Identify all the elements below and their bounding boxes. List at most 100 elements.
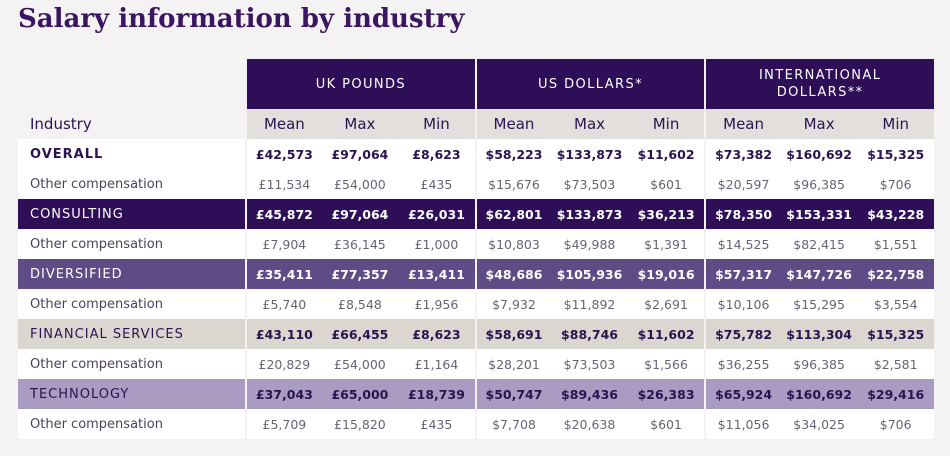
table-cell: £36,145 [321, 229, 399, 259]
table-cell: £5,709 [245, 409, 322, 439]
table-cell: $7,932 [474, 289, 552, 319]
industry-row: CONSULTING £45,872 £97,064 £26,031 $62,801 $1… [18, 199, 934, 229]
table-cell: $62,801 [474, 199, 552, 229]
table-cell: $58,691 [474, 319, 552, 349]
table-cell: $65,924 [704, 379, 781, 409]
currency-header-us-dollars: US DOLLARS* [474, 59, 705, 109]
currency-header-label: INTERNATIONAL DOLLARS** [758, 68, 882, 100]
table-cell: $89,436 [551, 379, 628, 409]
table-cell: $19,016 [627, 259, 705, 289]
table-cell: $113,304 [780, 319, 858, 349]
table-cell: £97,064 [321, 139, 399, 169]
table-cell: $15,295 [780, 289, 858, 319]
table-cell: $36,255 [704, 349, 781, 379]
table-cell: $78,350 [704, 199, 781, 229]
table-cell: £26,031 [398, 199, 475, 229]
row-label: FINANCIAL SERVICES [18, 319, 246, 349]
table-cell: £1,164 [398, 349, 475, 379]
table-cell: $10,106 [704, 289, 781, 319]
table-cell: £35,411 [245, 259, 322, 289]
other-compensation-row: Other compensation £20,829 £54,000 £1,164 $2… [18, 349, 934, 379]
table-cell: $43,228 [857, 199, 934, 229]
industry-row: TECHNOLOGY £37,043 £65,000 £18,739 $50,747 $8… [18, 379, 934, 409]
industry-row: OVERALL £42,573 £97,064 £8,623 $58,223 $133,8… [18, 139, 934, 169]
row-label: Other compensation [18, 229, 246, 259]
table-cell: $20,638 [551, 409, 628, 439]
table-cell: $11,892 [551, 289, 628, 319]
table-cell: $133,873 [551, 139, 628, 169]
table-cell: £7,904 [245, 229, 322, 259]
table-cell: £15,820 [321, 409, 399, 439]
table-cell: $20,597 [704, 169, 781, 199]
table-cell: $601 [627, 409, 705, 439]
table-cell: $15,676 [474, 169, 552, 199]
row-label: Other compensation [18, 349, 246, 379]
table-cell: $1,551 [857, 229, 934, 259]
table-cell: $11,602 [627, 139, 705, 169]
stat-header: Min [398, 109, 475, 139]
stat-header: Mean [474, 109, 552, 139]
table-cell: £65,000 [321, 379, 399, 409]
table-cell: $82,415 [780, 229, 858, 259]
table-cell: £54,000 [321, 349, 399, 379]
table-cell: $11,602 [627, 319, 705, 349]
currency-header-row: UK POUNDS US DOLLARS* INTERNATIONAL DOLL… [18, 59, 934, 109]
table-cell: $88,746 [551, 319, 628, 349]
row-label: Other compensation [18, 289, 246, 319]
stat-header: Max [780, 109, 858, 139]
table-cell: $96,385 [780, 349, 858, 379]
table-cell: $153,331 [780, 199, 858, 229]
table-cell: $3,554 [857, 289, 934, 319]
table-cell: $15,325 [857, 139, 934, 169]
table-cell: $706 [857, 409, 934, 439]
stat-header: Max [321, 109, 399, 139]
row-label: TECHNOLOGY [18, 379, 246, 409]
stat-header: Mean [704, 109, 781, 139]
table-cell: £43,110 [245, 319, 322, 349]
row-label: CONSULTING [18, 199, 246, 229]
table-cell: $11,056 [704, 409, 781, 439]
table-cell: £1,956 [398, 289, 475, 319]
header-blank-cell [18, 59, 245, 109]
table-cell: £13,411 [398, 259, 475, 289]
table-cell: $73,382 [704, 139, 781, 169]
industry-column-header: Industry [30, 115, 92, 133]
row-label: DIVERSIFIED [18, 259, 246, 289]
table-cell: $73,503 [551, 349, 628, 379]
table-cell: $1,391 [627, 229, 705, 259]
table-cell: £18,739 [398, 379, 475, 409]
table-cell: $73,503 [551, 169, 628, 199]
table-cell: £20,829 [245, 349, 322, 379]
table-cell: $133,873 [551, 199, 628, 229]
table-cell: £8,623 [398, 139, 475, 169]
table-cell: $50,747 [474, 379, 552, 409]
currency-header-uk-pounds: UK POUNDS [245, 59, 475, 109]
salary-table: UK POUNDS US DOLLARS* INTERNATIONAL DOLL… [18, 59, 934, 439]
table-cell: $57,317 [704, 259, 781, 289]
other-compensation-row: Other compensation £5,709 £15,820 £435 $7,70… [18, 409, 934, 439]
table-cell: $36,213 [627, 199, 705, 229]
table-cell: £66,455 [321, 319, 399, 349]
table-cell: $75,782 [704, 319, 781, 349]
industry-row: FINANCIAL SERVICES £43,110 £66,455 £8,623 $5… [18, 319, 934, 349]
table-cell: $1,566 [627, 349, 705, 379]
table-cell: $26,383 [627, 379, 705, 409]
stat-header-row: Industry Mean Max Min Mean Max Min Mean … [18, 109, 934, 139]
table-cell: $601 [627, 169, 705, 199]
table-cell: $160,692 [780, 379, 858, 409]
table-cell: $49,988 [551, 229, 628, 259]
table-cell: $58,223 [474, 139, 552, 169]
table-cell: £435 [398, 169, 475, 199]
table-cell: $14,525 [704, 229, 781, 259]
table-cell: £8,623 [398, 319, 475, 349]
stat-header: Min [857, 109, 934, 139]
stat-header: Mean [245, 109, 322, 139]
other-compensation-row: Other compensation £11,534 £54,000 £435 $15,… [18, 169, 934, 199]
table-cell: $147,726 [780, 259, 858, 289]
table-cell: £97,064 [321, 199, 399, 229]
currency-header-international-dollars: INTERNATIONAL DOLLARS** [704, 59, 934, 109]
table-cell: £45,872 [245, 199, 322, 229]
table-cell: £42,573 [245, 139, 322, 169]
row-label: Other compensation [18, 169, 246, 199]
table-cell: £1,000 [398, 229, 475, 259]
